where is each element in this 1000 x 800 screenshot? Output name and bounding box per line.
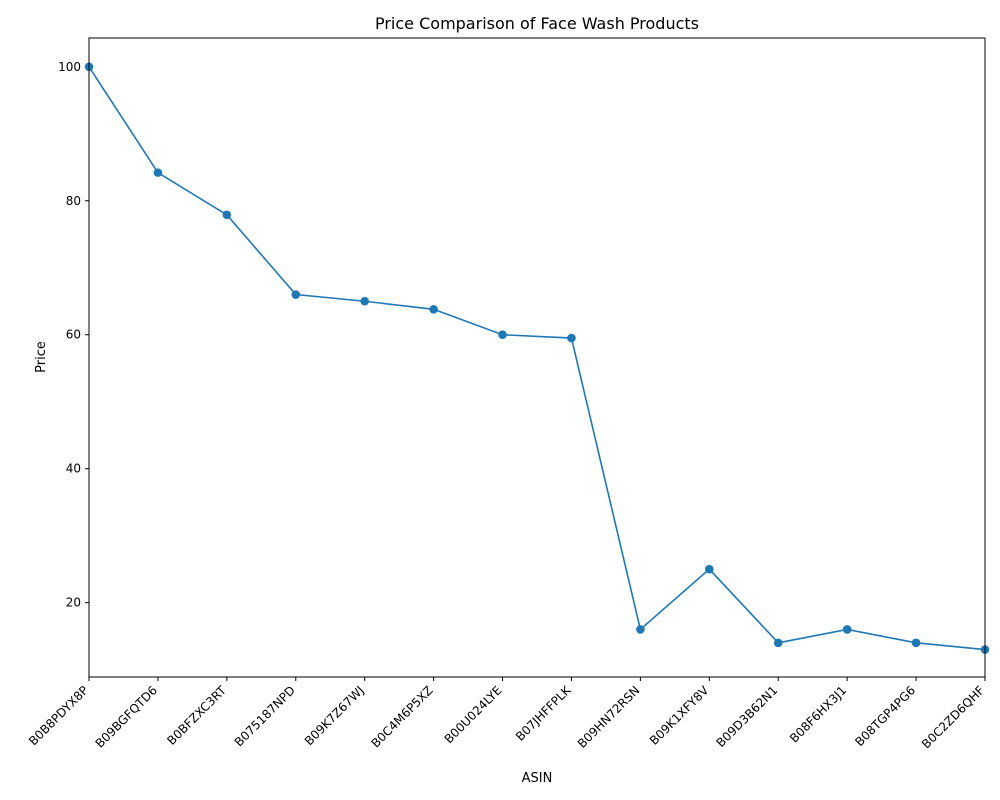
x-tick-label: B09HN72RSN [575, 683, 643, 751]
x-tick-label: B09K1XFY8V [647, 683, 712, 748]
x-tick-label: B08TGP4PG6 [852, 683, 918, 749]
data-point [360, 296, 369, 306]
x-tick-label: B075187NPD [232, 683, 298, 749]
data-point [429, 304, 438, 314]
data-point [842, 625, 852, 634]
x-tick-label: B09D3B62N1 [714, 683, 781, 750]
y-axis-label: Price [34, 341, 49, 373]
plot-area: 20 40 60 80 100 B0B8PDYX8P B09BGFQTD6 B0BFZXC3R… [26, 60, 990, 751]
data-point [567, 333, 576, 343]
y-tick-label: 60 [66, 328, 81, 342]
data-point [291, 290, 301, 299]
data-point [911, 638, 921, 648]
x-tick-label: B07JHFFPLK [513, 682, 574, 743]
plot-frame [88, 37, 986, 678]
chart-title: Price Comparison of Face Wash Products [375, 14, 699, 33]
y-tick-label: 80 [66, 194, 81, 208]
x-tick-label: B00U024LYE [442, 683, 505, 746]
series-line [88, 66, 986, 651]
x-tick-label: B08F6HX3J1 [787, 683, 849, 745]
x-tick-label: B09K7Z67WJ [302, 683, 367, 748]
x-tick-label: B0BFZXC3RT [164, 683, 229, 748]
data-point [773, 638, 783, 648]
data-point [222, 210, 232, 220]
data-point [636, 625, 645, 634]
x-tick-label: B09BGFQTD6 [93, 683, 160, 750]
x-tick-label: B0C4M6P5XZ [368, 683, 435, 750]
x-tick-label: B0B8PDYX8P [26, 683, 91, 748]
data-point [498, 330, 507, 340]
y-tick-label: 20 [66, 596, 81, 610]
data-point [705, 564, 714, 574]
data-point [153, 168, 163, 177]
y-tick-label: 100 [58, 60, 81, 74]
y-tick-label: 40 [66, 462, 81, 476]
x-axis-label: ASIN [522, 771, 553, 786]
x-tick-label: B0C2ZD6QHF [919, 683, 987, 751]
